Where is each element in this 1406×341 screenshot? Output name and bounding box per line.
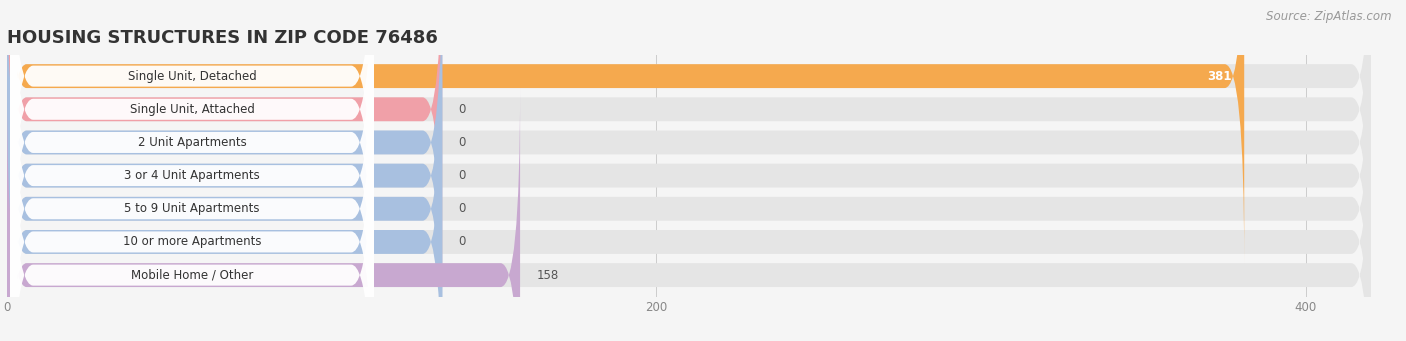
Text: 5 to 9 Unit Apartments: 5 to 9 Unit Apartments <box>124 202 260 215</box>
Text: 0: 0 <box>458 136 465 149</box>
FancyBboxPatch shape <box>7 0 1371 263</box>
Text: HOUSING STRUCTURES IN ZIP CODE 76486: HOUSING STRUCTURES IN ZIP CODE 76486 <box>7 29 437 47</box>
FancyBboxPatch shape <box>7 0 441 296</box>
Text: 381: 381 <box>1206 70 1232 83</box>
FancyBboxPatch shape <box>10 54 374 341</box>
FancyBboxPatch shape <box>7 55 1371 341</box>
Text: Mobile Home / Other: Mobile Home / Other <box>131 269 253 282</box>
FancyBboxPatch shape <box>10 0 374 341</box>
FancyBboxPatch shape <box>10 0 374 298</box>
FancyBboxPatch shape <box>10 0 374 341</box>
FancyBboxPatch shape <box>10 20 374 341</box>
FancyBboxPatch shape <box>7 22 441 341</box>
Text: 3 or 4 Unit Apartments: 3 or 4 Unit Apartments <box>124 169 260 182</box>
FancyBboxPatch shape <box>7 88 1371 341</box>
Text: Single Unit, Attached: Single Unit, Attached <box>129 103 254 116</box>
Text: 10 or more Apartments: 10 or more Apartments <box>122 235 262 249</box>
FancyBboxPatch shape <box>7 0 441 341</box>
FancyBboxPatch shape <box>7 0 1371 329</box>
FancyBboxPatch shape <box>10 0 374 331</box>
Text: Source: ZipAtlas.com: Source: ZipAtlas.com <box>1267 10 1392 23</box>
FancyBboxPatch shape <box>10 0 374 341</box>
FancyBboxPatch shape <box>7 88 520 341</box>
FancyBboxPatch shape <box>7 0 1244 263</box>
Text: 2 Unit Apartments: 2 Unit Apartments <box>138 136 246 149</box>
Text: 0: 0 <box>458 103 465 116</box>
Text: 158: 158 <box>536 269 558 282</box>
Text: 0: 0 <box>458 202 465 215</box>
Text: 0: 0 <box>458 169 465 182</box>
Text: Single Unit, Detached: Single Unit, Detached <box>128 70 256 83</box>
FancyBboxPatch shape <box>7 55 441 341</box>
FancyBboxPatch shape <box>7 22 1371 341</box>
Text: 0: 0 <box>458 235 465 249</box>
FancyBboxPatch shape <box>7 0 441 329</box>
FancyBboxPatch shape <box>7 0 1371 341</box>
FancyBboxPatch shape <box>7 0 1371 296</box>
